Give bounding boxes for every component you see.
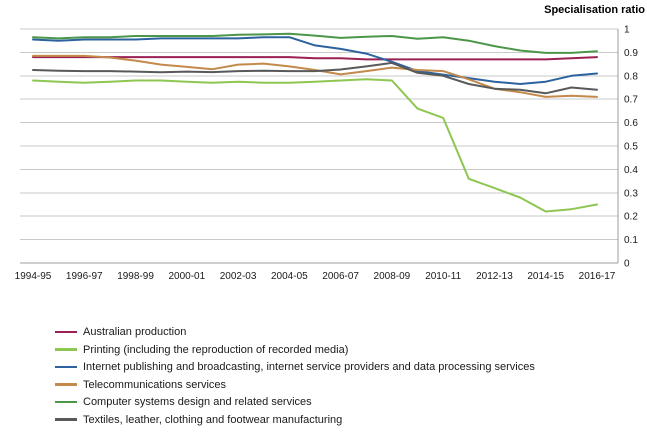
series-line-2 <box>32 36 598 85</box>
legend-swatch <box>55 418 77 421</box>
x-tick-label: 2000-01 <box>168 271 205 282</box>
legend-item: Telecommunications services <box>55 379 535 391</box>
legend-swatch <box>55 330 77 334</box>
legend-label: Telecommunications services <box>83 378 227 391</box>
x-tick-label: 1996-97 <box>66 271 103 282</box>
y-tick-label: 0.8 <box>624 71 638 82</box>
x-tick-label: 2012-13 <box>476 271 513 282</box>
series-line-1 <box>32 78 598 213</box>
legend-label: Printing (including the reproduction of … <box>83 343 349 356</box>
x-tick-label: 2006-07 <box>322 271 359 282</box>
legend: Australian production Printing (including… <box>55 326 535 431</box>
y-tick-label: 0.3 <box>624 188 638 199</box>
legend-label: Internet publishing and broadcasting, in… <box>83 361 535 373</box>
y-tick-label: 0.5 <box>624 142 638 153</box>
legend-label: Textiles, leather, clothing and footwear… <box>83 413 343 426</box>
x-tick-label: 2002-03 <box>220 271 257 282</box>
y-tick-label: 0 <box>624 259 630 270</box>
x-tick-label: 2004-05 <box>271 271 308 282</box>
y-tick-label: 1 <box>624 25 630 36</box>
x-tick-label: 2010-11 <box>425 271 461 282</box>
legend-label: Australian production <box>83 326 187 338</box>
legend-item: Internet publishing and broadcasting, in… <box>55 361 535 373</box>
series-line-0 <box>32 56 598 61</box>
legend-item: Textiles, leather, clothing and footwear… <box>55 414 535 426</box>
y-tick-label: 0.6 <box>624 118 638 129</box>
line-chart: 1 0.9 0.8 0.7 0.6 0.5 0.4 0.3 0.2 0.1 0 1994-95 1996… <box>15 25 639 283</box>
legend-swatch <box>55 365 77 369</box>
y-tick-label: 0.4 <box>624 165 638 176</box>
chart-title: Specialisation ratio <box>544 4 645 16</box>
y-tick-label: 0.7 <box>624 95 638 106</box>
series-line-5 <box>32 61 598 95</box>
legend-label: Computer systems design and related serv… <box>83 396 312 408</box>
x-tick-label: 2014-15 <box>527 271 564 282</box>
y-tick-label: 0.2 <box>624 212 638 223</box>
legend-item: Australian production <box>55 326 535 338</box>
x-tick-label: 1998-99 <box>117 271 154 282</box>
x-tick-label: 2016-17 <box>579 271 616 282</box>
legend-swatch <box>55 400 77 404</box>
legend-item: Printing (including the reproduction of … <box>55 344 535 356</box>
legend-swatch <box>55 383 77 386</box>
y-tick-label: 0.1 <box>624 235 638 246</box>
y-tick-label: 0.9 <box>624 48 638 59</box>
legend-item: Computer systems design and related serv… <box>55 396 535 408</box>
series-line-3 <box>32 54 598 98</box>
x-tick-label: 2008-09 <box>374 271 411 282</box>
legend-swatch <box>55 348 77 351</box>
series-line-4 <box>32 32 598 54</box>
x-tick-label: 1994-95 <box>15 271 52 282</box>
